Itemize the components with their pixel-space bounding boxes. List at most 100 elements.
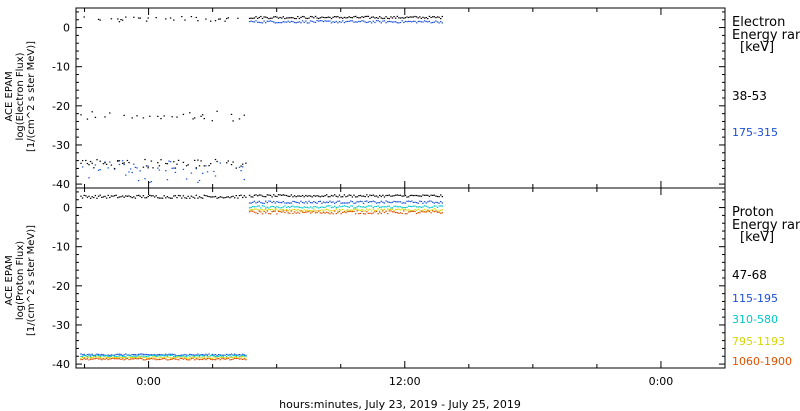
bottom-point-1060-1900 bbox=[403, 210, 405, 212]
bottom-point-115-195 bbox=[149, 354, 151, 356]
bottom-point-310-580 bbox=[105, 354, 108, 356]
bottom-point-310-580 bbox=[354, 207, 357, 209]
bottom-point-795-1193 bbox=[369, 208, 371, 210]
bottom-point-795-1193 bbox=[314, 210, 317, 212]
bottom-point-47-68 bbox=[227, 196, 229, 198]
bottom-point-47-68 bbox=[230, 196, 233, 198]
bottom-point-795-1193 bbox=[343, 210, 346, 212]
bottom-point-1060-1900 bbox=[428, 211, 431, 213]
top-point-38-53 bbox=[353, 16, 355, 18]
bottom-point-795-1193 bbox=[287, 210, 289, 212]
bottom-point-1060-1900 bbox=[329, 213, 331, 215]
bottom-point-1060-1900 bbox=[314, 212, 317, 214]
bottom-point-47-68 bbox=[425, 194, 427, 196]
bottom-point-310-580 bbox=[268, 207, 270, 209]
bottom-point-795-1193 bbox=[350, 209, 352, 211]
bottom-legend-item-47-68: 47-68 bbox=[732, 268, 767, 282]
bottom-point-795-1193 bbox=[93, 356, 95, 358]
bottom-point-310-580 bbox=[134, 355, 137, 357]
bottom-point-115-195 bbox=[174, 354, 177, 356]
bottom-point-47-68 bbox=[97, 195, 100, 197]
bottom-point-795-1193 bbox=[133, 357, 135, 359]
top-point-38-53 bbox=[224, 20, 226, 22]
bottom-point-795-1193 bbox=[268, 208, 270, 211]
bottom-point-47-68 bbox=[321, 195, 323, 197]
top-point-38-53 bbox=[314, 15, 317, 17]
bottom-point-310-580 bbox=[338, 205, 341, 207]
top-point-175-315 bbox=[139, 170, 141, 172]
top-point-38-53 bbox=[128, 162, 130, 164]
bottom-point-310-580 bbox=[417, 206, 419, 208]
bottom-point-310-580 bbox=[234, 354, 236, 356]
top-point-38-53 bbox=[271, 17, 273, 19]
bottom-point-1060-1900 bbox=[425, 211, 427, 213]
bottom-point-115-195 bbox=[137, 353, 140, 355]
bottom-point-47-68 bbox=[165, 197, 167, 199]
bottom-point-47-68 bbox=[401, 195, 403, 197]
bottom-point-115-195 bbox=[144, 353, 146, 356]
bottom-point-47-68 bbox=[292, 196, 294, 198]
bottom-point-115-195 bbox=[250, 202, 252, 204]
top-point-38-53 bbox=[102, 163, 105, 165]
top-point-175-315 bbox=[144, 178, 146, 180]
bottom-point-795-1193 bbox=[117, 357, 119, 359]
top-point-38-53 bbox=[274, 16, 276, 18]
bottom-point-115-195 bbox=[157, 354, 159, 356]
bottom-point-47-68 bbox=[379, 194, 381, 196]
bottom-point-47-68 bbox=[216, 197, 218, 199]
bottom-point-310-580 bbox=[85, 354, 87, 357]
bottom-point-795-1193 bbox=[432, 209, 434, 211]
bottom-point-115-195 bbox=[185, 354, 188, 356]
bottom-point-115-195 bbox=[173, 353, 175, 356]
bottom-point-795-1193 bbox=[216, 357, 218, 359]
bottom-point-1060-1900 bbox=[353, 210, 355, 212]
top-point-38-53 bbox=[117, 18, 119, 20]
bottom-point-115-195 bbox=[109, 354, 111, 356]
top-point-175-315 bbox=[129, 168, 132, 170]
bottom-point-795-1193 bbox=[335, 208, 337, 210]
bottom-point-47-68 bbox=[326, 194, 328, 196]
bottom-point-47-68 bbox=[411, 194, 413, 196]
bottom-point-47-68 bbox=[229, 197, 231, 199]
top-point-38-53 bbox=[388, 18, 390, 20]
top-point-38-53 bbox=[235, 167, 237, 169]
bottom-point-1060-1900 bbox=[399, 212, 402, 214]
bottom-point-115-195 bbox=[361, 201, 363, 203]
top-point-175-315 bbox=[379, 20, 381, 23]
bottom-point-1060-1900 bbox=[385, 210, 387, 212]
bottom-point-1060-1900 bbox=[176, 358, 178, 360]
top-point-175-315 bbox=[385, 22, 387, 24]
bottom-point-795-1193 bbox=[96, 356, 98, 358]
top-point-38-53 bbox=[176, 163, 178, 165]
bottom-point-310-580 bbox=[345, 205, 347, 207]
top-point-38-53 bbox=[226, 18, 228, 20]
bottom-point-47-68 bbox=[403, 195, 405, 197]
bottom-point-115-195 bbox=[422, 202, 424, 204]
bottom-point-47-68 bbox=[268, 194, 270, 196]
bottom-point-115-195 bbox=[211, 353, 213, 355]
xtick-label: 0:00 bbox=[649, 375, 674, 388]
bottom-point-795-1193 bbox=[115, 357, 117, 359]
bottom-point-1060-1900 bbox=[214, 359, 217, 361]
bottom-point-115-195 bbox=[229, 354, 231, 356]
top-point-175-315 bbox=[427, 21, 429, 23]
bottom-point-47-68 bbox=[198, 196, 201, 198]
top-point-38-53 bbox=[182, 113, 185, 115]
bottom-point-115-195 bbox=[136, 354, 138, 356]
bottom-point-310-580 bbox=[353, 207, 355, 209]
bottom-point-115-195 bbox=[358, 201, 360, 203]
bottom-point-1060-1900 bbox=[234, 357, 236, 359]
top-point-38-53 bbox=[176, 116, 178, 118]
bottom-point-47-68 bbox=[113, 195, 116, 197]
bottom-legend-title-line2: Energy ran bbox=[732, 218, 800, 232]
top-point-38-53 bbox=[372, 16, 374, 18]
top-point-175-315 bbox=[383, 20, 386, 22]
top-point-38-53 bbox=[282, 16, 284, 18]
bottom-point-115-195 bbox=[313, 201, 315, 203]
bottom-point-310-580 bbox=[409, 205, 411, 207]
top-point-38-53 bbox=[321, 16, 323, 18]
bottom-point-47-68 bbox=[128, 195, 130, 197]
top-point-38-53 bbox=[345, 17, 347, 19]
bottom-point-310-580 bbox=[195, 355, 197, 357]
top-point-175-315 bbox=[433, 21, 435, 23]
